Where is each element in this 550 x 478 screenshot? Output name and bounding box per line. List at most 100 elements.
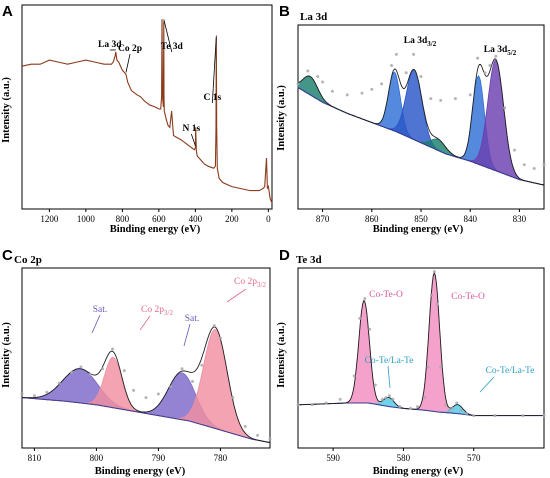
panel-c-title: Co 2p [14,254,42,266]
x-tick-label: 800 [116,214,130,224]
peak-label-arrow [139,315,151,331]
raw-point [542,414,546,418]
raw-point [384,396,388,400]
x-tick-label: 860 [365,214,379,224]
x-tick-label: 870 [316,214,330,224]
raw-point [380,82,384,86]
plot-frame [21,267,271,449]
raw-point [132,388,136,392]
x-tick-label: 0 [266,214,271,224]
raw-point [370,87,374,91]
raw-point [412,52,416,56]
raw-point [338,397,342,401]
panel-b-xlabel: Binding energy (eV) [373,224,464,235]
panel-d-ylabel: Intensity (a.u.) [276,322,287,388]
raw-point [430,293,433,297]
panel-b-ylabel: Intensity (a.u.) [276,85,287,151]
peak-label: Sat. [185,314,200,324]
fit-component [298,300,544,416]
x-tick-label: 830 [513,214,527,224]
raw-point [70,370,74,374]
raw-point [488,64,492,67]
raw-point [180,367,184,371]
x-tick-label: 780 [214,453,228,463]
raw-point [122,369,126,373]
raw-point [493,414,497,418]
raw-point [88,372,92,376]
peak-label-arrow [183,323,191,347]
raw-point [268,437,272,441]
panel-a-xlabel: Binding energy (eV) [110,224,201,235]
raw-point [426,365,430,369]
raw-point [358,316,362,320]
raw-point [306,69,310,73]
raw-point [200,363,204,367]
raw-point [521,414,525,418]
panel-c-ylabel: Intensity (a.u.) [1,322,12,388]
x-tick-label: 810 [28,453,42,463]
annotation-arrow [190,133,196,146]
raw-point [373,383,377,387]
peak-label-arrow [387,365,391,389]
x-tick-label: 400 [189,214,203,224]
raw-point [156,392,160,396]
raw-point [455,401,459,405]
x-tick-label: 600 [152,214,166,224]
peak-label-text: La 3d [404,36,428,46]
peak-label: La 3d5/2 [484,45,517,57]
fit-envelope [298,271,544,417]
raw-point [20,392,24,396]
panel-d-xlabel: Binding energy (eV) [373,466,464,477]
annotation-arrow [125,53,131,73]
raw-point [419,75,423,78]
raw-point [191,379,194,383]
peak-label: Co 2p3/2 [141,305,173,317]
panel-letter-d: D [279,247,290,264]
panel-d-plot: 590 580 570 Co-Te-O Co-Te-O Co-Te/La-Te Co-Te/… [296,267,546,463]
peak-label-text: Sat. [185,314,200,324]
raw-point [321,80,325,84]
raw-point [391,397,395,401]
raw-point [324,401,328,405]
peak-label-text: Co 2p [234,277,257,287]
raw-point [363,297,367,301]
peak-label: Sat. [93,305,108,315]
peak-label: Co 2p3/2 [234,277,266,289]
peak-label-arrow [479,376,495,393]
panel-letter-c: C [2,247,13,264]
x-tick-label: 850 [414,214,428,224]
peak-label-subscript: 3/2 [257,281,266,289]
raw-point [316,75,320,78]
raw-point [218,336,222,340]
raw-point [352,374,356,378]
peak-label-arrow [226,288,247,303]
annotation-arrow [163,19,173,53]
raw-point [447,408,451,412]
peak-annotation: Co 2p [118,44,142,54]
fit-component [298,271,544,416]
peak-label: Co-Te/La-Te [365,356,414,366]
panel-d-title: Te 3d [296,254,322,266]
peak-annotation: La 3d [98,40,122,50]
raw-point [79,365,83,369]
raw-point [444,403,448,407]
raw-point [468,93,472,97]
x-tick-label: 800 [90,453,104,463]
panel-c-xlabel: Binding energy (eV) [95,466,186,477]
raw-point [483,71,487,75]
peak-label: Co-Te-O [369,290,403,300]
x-tick-label: 1000 [77,214,96,224]
annotation-arrow [211,35,217,104]
raw-point [144,396,148,400]
raw-point [243,424,247,428]
fit-envelope [297,58,545,186]
raw-point [368,327,372,331]
raw-point [451,406,455,410]
raw-point [459,408,463,412]
raw-point [310,403,314,407]
background-line [21,397,271,444]
